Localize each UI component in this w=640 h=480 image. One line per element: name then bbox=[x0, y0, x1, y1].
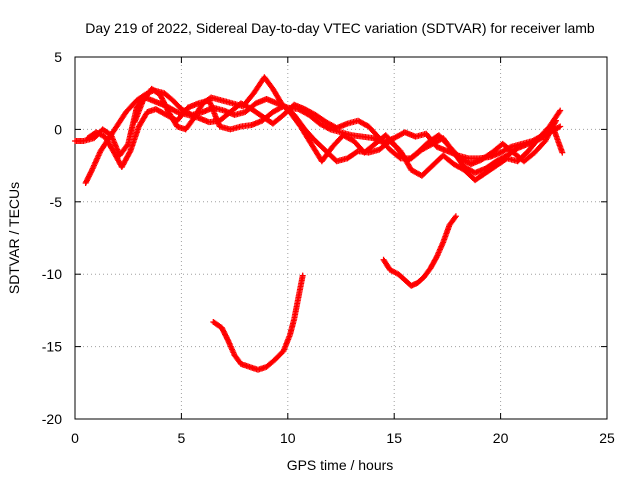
data-point bbox=[126, 149, 133, 156]
plot-frame bbox=[74, 56, 608, 420]
x-tick-label: 5 bbox=[178, 430, 186, 446]
data-point bbox=[557, 107, 564, 114]
y-tick-label: -5 bbox=[50, 194, 63, 210]
axis-ticks: 0 5 10 15 20 25 -20 -15 -10 -5 0 5 bbox=[42, 49, 615, 446]
data-point bbox=[159, 95, 166, 102]
data-point bbox=[299, 272, 306, 279]
data-point bbox=[556, 108, 563, 115]
x-tick-label: 10 bbox=[280, 430, 296, 446]
data-point bbox=[157, 91, 164, 98]
y-axis-label: SDTVAR / TECUs bbox=[6, 182, 22, 294]
grid-lines bbox=[75, 57, 607, 419]
data-point bbox=[452, 214, 458, 221]
x-tick-label: 15 bbox=[386, 430, 402, 446]
data-marks bbox=[72, 74, 566, 373]
series-trace-b bbox=[84, 97, 564, 184]
x-tick-label: 20 bbox=[493, 430, 509, 446]
series-trace-f bbox=[380, 213, 459, 289]
chart-title: Day 219 of 2022, Sidereal Day-to-day VTE… bbox=[85, 20, 595, 36]
y-tick-label: -15 bbox=[42, 339, 62, 355]
series-trace-e bbox=[210, 272, 306, 373]
y-tick-label: 0 bbox=[54, 121, 62, 137]
series-trace-d bbox=[72, 94, 564, 176]
data-point bbox=[396, 154, 403, 161]
data-point bbox=[559, 149, 566, 156]
data-point bbox=[172, 108, 179, 115]
data-point bbox=[158, 94, 165, 101]
x-axis-label: GPS time / hours bbox=[287, 457, 394, 473]
data-point bbox=[557, 123, 564, 130]
series-trace-c bbox=[131, 74, 559, 168]
data-point bbox=[433, 255, 440, 262]
data-point bbox=[326, 125, 333, 132]
data-point bbox=[452, 213, 459, 220]
x-tick-label: 25 bbox=[599, 430, 615, 446]
y-tick-label: -10 bbox=[42, 266, 62, 282]
y-tick-label: 5 bbox=[54, 49, 62, 65]
data-point bbox=[157, 92, 164, 99]
data-point bbox=[552, 117, 559, 124]
y-tick-label: -20 bbox=[42, 411, 62, 427]
x-tick-label: 0 bbox=[71, 430, 79, 446]
data-point bbox=[124, 142, 131, 149]
data-point bbox=[555, 124, 562, 131]
